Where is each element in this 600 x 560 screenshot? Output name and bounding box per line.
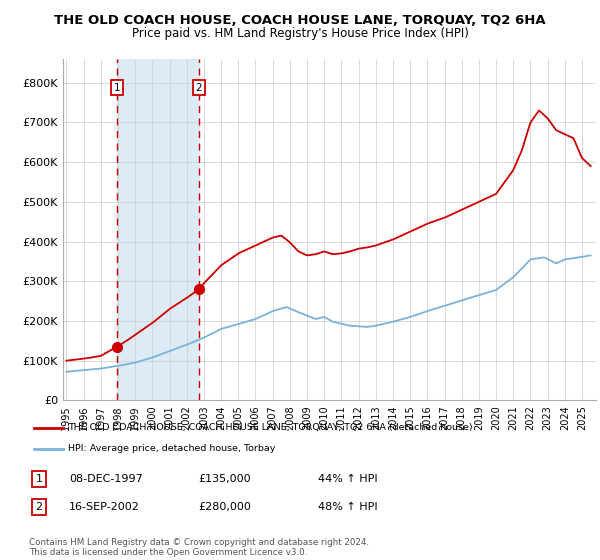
Text: 2: 2: [196, 83, 202, 93]
Text: 2: 2: [35, 502, 43, 512]
Text: 08-DEC-1997: 08-DEC-1997: [69, 474, 143, 484]
Text: Price paid vs. HM Land Registry's House Price Index (HPI): Price paid vs. HM Land Registry's House …: [131, 27, 469, 40]
Text: 1: 1: [35, 474, 43, 484]
Text: THE OLD COACH HOUSE, COACH HOUSE LANE, TORQUAY, TQ2 6HA: THE OLD COACH HOUSE, COACH HOUSE LANE, T…: [54, 14, 546, 27]
Text: Contains HM Land Registry data © Crown copyright and database right 2024.
This d: Contains HM Land Registry data © Crown c…: [29, 538, 369, 557]
Text: £280,000: £280,000: [198, 502, 251, 512]
Text: THE OLD COACH HOUSE, COACH HOUSE LANE, TORQUAY, TQ2 6HA (detached house): THE OLD COACH HOUSE, COACH HOUSE LANE, T…: [68, 423, 473, 432]
Text: 44% ↑ HPI: 44% ↑ HPI: [318, 474, 377, 484]
Text: £135,000: £135,000: [198, 474, 251, 484]
Text: 48% ↑ HPI: 48% ↑ HPI: [318, 502, 377, 512]
Text: 16-SEP-2002: 16-SEP-2002: [69, 502, 140, 512]
Text: 1: 1: [113, 83, 120, 93]
Text: HPI: Average price, detached house, Torbay: HPI: Average price, detached house, Torb…: [68, 444, 276, 453]
